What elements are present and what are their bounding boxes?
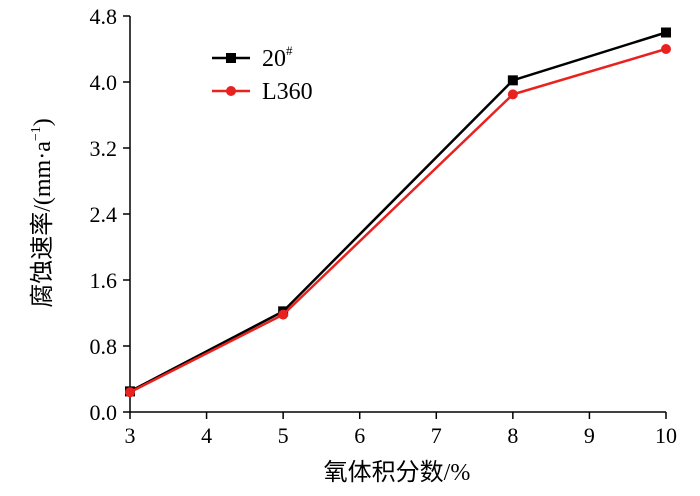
data-point-l360 [278, 309, 289, 320]
y-axis-title: 腐蚀速率/(mm·a−1) [29, 118, 56, 308]
y-axis-title-main: 腐蚀速率/(mm·a [29, 141, 56, 308]
data-point-l360 [507, 89, 518, 100]
y-tick-label: 1.6 [90, 268, 118, 293]
legend-label-20-main: 20 [262, 46, 286, 72]
y-tick-label: 4.8 [90, 4, 118, 29]
legend-label-20: 20# [262, 43, 293, 72]
series-line-l360 [129, 47, 667, 394]
x-tick-label: 7 [431, 423, 442, 448]
data-point-l360 [661, 44, 671, 54]
x-tick-label: 8 [507, 423, 518, 448]
x-axis-title: 氧体积分数/% [324, 459, 471, 486]
data-point-l360 [125, 387, 135, 398]
y-axis-title-close: ) [30, 118, 56, 126]
axes: 3 4 5 6 7 8 9 10 0.0 0.8 1.6 2.4 3.2 4.0 4.8 [90, 4, 678, 448]
x-tick-label: 4 [201, 423, 212, 448]
legend: 20# L360 [212, 43, 313, 105]
x-tick-label: 10 [655, 423, 677, 448]
x-tick-label: 3 [125, 423, 136, 448]
legend-label-20-sup: # [286, 43, 293, 58]
y-axis-title-sup: −1 [29, 126, 44, 141]
x-tick-label: 5 [278, 423, 289, 448]
legend-marker-20 [226, 53, 236, 63]
data-point-20 [507, 75, 518, 86]
legend-marker-l360 [226, 86, 236, 96]
y-tick-label: 0.8 [90, 334, 118, 359]
y-tick-label: 4.0 [90, 70, 118, 95]
series-layer [125, 27, 671, 398]
legend-label-l360: L360 [262, 79, 313, 105]
x-tick-label: 6 [354, 423, 365, 448]
y-tick-label: 2.4 [90, 202, 118, 227]
x-tick-label: 9 [584, 423, 595, 448]
data-point-20 [661, 27, 671, 38]
y-tick-label: 3.2 [90, 136, 118, 161]
series-line-20 [129, 31, 667, 393]
y-tick-label: 0.0 [90, 400, 118, 425]
